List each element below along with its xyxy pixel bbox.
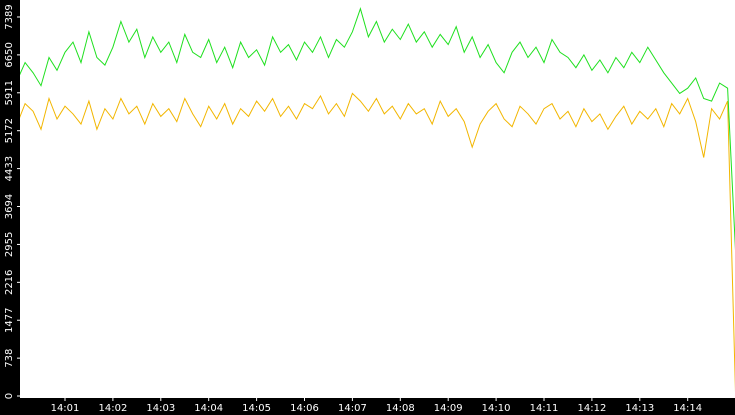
y-tick-label: 6650 [4, 42, 15, 67]
x-tick-label: 14:01 [51, 403, 80, 414]
y-tick-label: 1477 [4, 308, 15, 333]
y-tick-label: 5172 [4, 118, 15, 143]
x-tick-label: 14:13 [625, 403, 654, 414]
x-tick-label: 14:03 [146, 403, 175, 414]
y-axis-band [0, 0, 20, 415]
series-line [20, 7, 735, 251]
x-tick-label: 14:11 [530, 403, 559, 414]
y-tick-label: 3694 [4, 194, 15, 219]
y-tick-label: 4433 [4, 156, 15, 181]
x-axis-band [0, 398, 735, 415]
y-tick-label: 7389 [4, 4, 15, 29]
plot-area [20, 7, 735, 393]
y-tick-label: 5911 [4, 80, 15, 105]
series-line [20, 92, 735, 393]
y-tick-label: 738 [4, 349, 15, 368]
x-tick-label: 14:08 [386, 403, 415, 414]
y-tick-label: 2955 [4, 232, 15, 257]
y-tick-label: 2216 [4, 270, 15, 295]
x-tick-label: 14:09 [434, 403, 463, 414]
x-tick-label: 14:12 [577, 403, 606, 414]
x-tick-label: 14:05 [242, 403, 271, 414]
x-tick-label: 14:06 [290, 403, 319, 414]
x-tick-label: 14:02 [98, 403, 127, 414]
x-tick-label: 14:10 [482, 403, 511, 414]
y-tick-label: 0 [4, 393, 15, 399]
x-tick-label: 14:04 [194, 403, 223, 414]
x-tick-label: 14:14 [673, 403, 702, 414]
x-tick-label: 14:07 [338, 403, 367, 414]
